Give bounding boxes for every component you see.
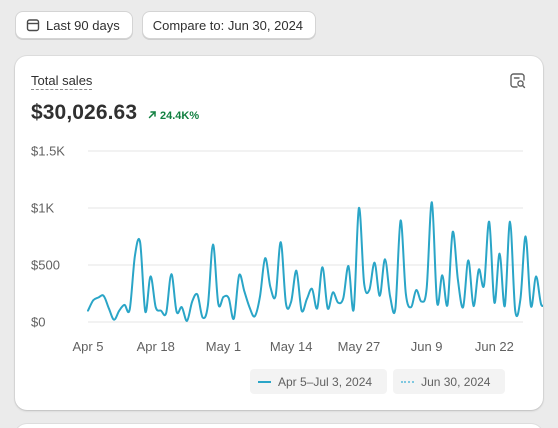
search-chart-icon[interactable] (509, 72, 527, 90)
y-tick-label: $1.5K (31, 144, 65, 159)
x-tick-label: May 1 (206, 339, 241, 354)
total-sales-card: Total sales $30,026.63 24.4K% $1.5K $1K $5… (15, 56, 543, 410)
legend-swatch-solid (258, 380, 271, 383)
delta-value: 24.4K% (160, 110, 200, 122)
arrow-up-right-icon (148, 110, 157, 122)
y-tick-label: $500 (31, 258, 60, 273)
y-tick-label: $0 (31, 315, 45, 330)
metric-value: $30,026.63 (31, 101, 138, 124)
metric-title[interactable]: Total sales (31, 73, 93, 90)
date-range-label: Last 90 days (46, 17, 120, 33)
next-card (15, 424, 543, 428)
legend-item-comparison[interactable]: Jun 30, 2024 (393, 369, 506, 394)
sales-line-chart: $1.5K $1K $500 $0 Apr 5 Apr 18 May 1 May 14 May … (31, 144, 543, 354)
x-tick-label: Jun 22 (475, 339, 514, 354)
delta-badge: 24.4K% (148, 110, 199, 122)
calendar-icon (26, 18, 40, 32)
legend-label-comparison: Jun 30, 2024 (421, 374, 491, 389)
legend-label-current: Apr 5–Jul 3, 2024 (278, 374, 373, 389)
compare-label: Compare to: Jun 30, 2024 (152, 17, 304, 33)
x-tick-label: Jun 9 (411, 339, 443, 354)
compare-button[interactable]: Compare to: Jun 30, 2024 (141, 11, 317, 39)
y-tick-label: $1K (31, 201, 54, 216)
x-tick-label: Apr 5 (72, 339, 103, 354)
x-tick-label: Apr 18 (137, 339, 175, 354)
chart-legend: Apr 5–Jul 3, 2024 Jun 30, 2024 (250, 369, 506, 394)
x-tick-label: May 27 (338, 339, 381, 354)
toolbar: Last 90 days Compare to: Jun 30, 2024 (15, 11, 317, 39)
legend-swatch-dotted (401, 380, 415, 383)
series-line-current (87, 201, 543, 322)
x-tick-label: May 14 (270, 339, 313, 354)
date-range-button[interactable]: Last 90 days (15, 11, 133, 39)
legend-item-current[interactable]: Apr 5–Jul 3, 2024 (250, 369, 388, 394)
